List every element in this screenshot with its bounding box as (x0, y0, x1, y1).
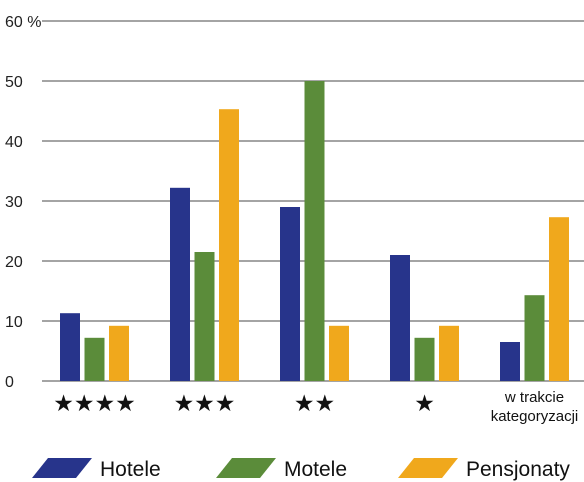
bar-pensjonaty-3 (439, 325, 459, 381)
y-axis-tick-labels: 0 10 20 30 40 50 60 % (5, 14, 41, 391)
bar-pensjonaty-4 (549, 217, 569, 381)
category-label: ★★★★ (53, 391, 135, 417)
bar-motele-4 (524, 295, 545, 381)
bar-hotele-4 (500, 342, 520, 381)
y-tick-label: 10 (5, 314, 23, 331)
bar-hotele-1 (170, 187, 190, 381)
y-tick-label: 60 % (5, 14, 41, 31)
x-axis-category-labels: ★★★★ ★★★ ★★ ★ w trakcie kategoryzacji (53, 389, 578, 425)
legend-label: Pensjonaty (466, 458, 570, 481)
category-label: w trakcie kategoryzacji (491, 389, 579, 425)
y-tick-label: 0 (5, 374, 14, 391)
bar-motele-0 (84, 337, 105, 381)
y-tick-label: 20 (5, 254, 23, 271)
legend-label: Motele (284, 458, 347, 481)
bar-motele-2 (304, 81, 325, 381)
legend-swatch-pensjonaty (398, 458, 458, 478)
bar-hotele-3 (390, 255, 410, 381)
bar-hotele-0 (60, 313, 80, 381)
legend-swatch-motele (216, 458, 276, 478)
y-tick-label: 30 (5, 194, 23, 211)
bar-motele-3 (414, 337, 435, 381)
legend-swatch-hotele (32, 458, 92, 478)
bar-motele-1 (194, 252, 215, 381)
bar-pensjonaty-2 (329, 325, 349, 381)
y-tick-label: 40 (5, 134, 23, 151)
legend-label: Hotele (100, 458, 161, 481)
category-label: ★★★ (174, 391, 236, 417)
y-tick-label: 50 (5, 74, 23, 91)
category-label: ★★ (294, 391, 335, 417)
category-label: ★ (414, 391, 435, 417)
bar-pensjonaty-0 (109, 325, 129, 381)
bars (60, 81, 569, 381)
bar-hotele-2 (280, 207, 300, 381)
legend: Hotele Motele Pensjonaty (32, 458, 570, 481)
bar-pensjonaty-1 (219, 109, 239, 381)
